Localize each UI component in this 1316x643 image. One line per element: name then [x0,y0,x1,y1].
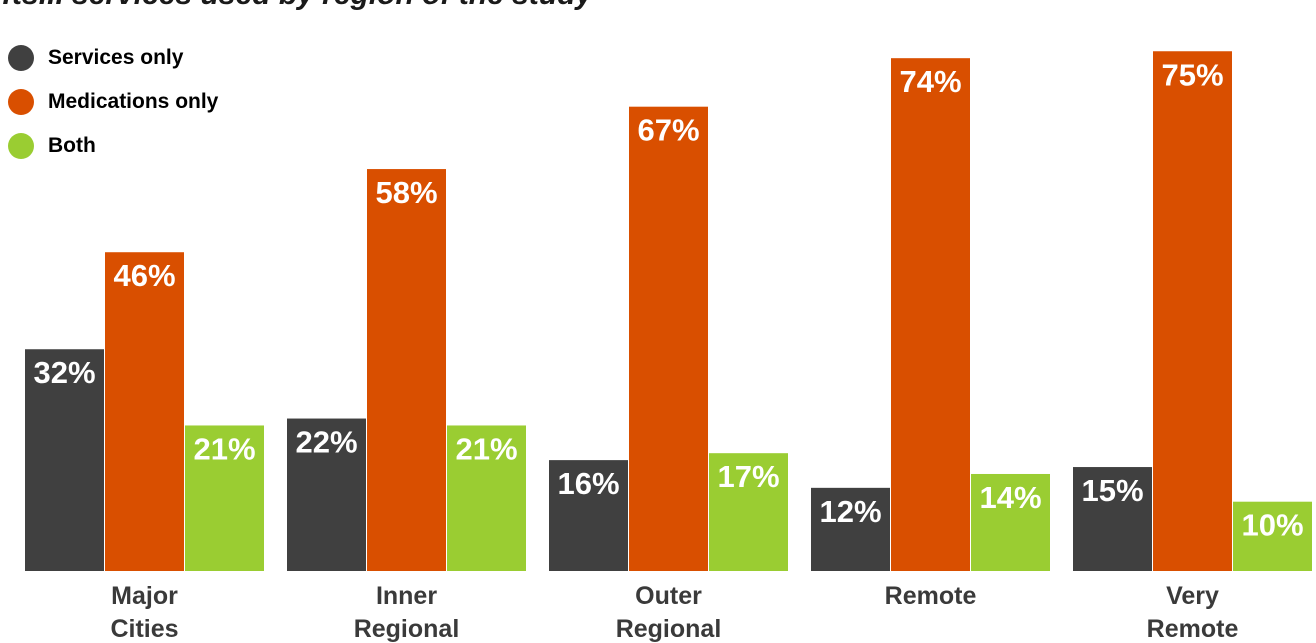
data-label-remote-medications-only: 74% [899,64,961,99]
data-label-inner-regional-both: 21% [455,431,517,466]
legend: Services only Medications only Both [8,36,218,168]
legend-swatch-services-only [8,45,34,71]
data-label-very-remote-services-only: 15% [1081,473,1143,508]
bar-outer-regional-medications-only [629,106,708,571]
bar-outer-regional-services-only [549,460,628,571]
bar-inner-regional-medications-only [367,169,446,571]
data-label-remote-services-only: 12% [819,494,881,529]
data-label-outer-regional-medications-only: 67% [637,113,699,148]
legend-label-both: Both [48,134,96,157]
category-label-remote: Remote [885,582,977,610]
bar-major-cities-services-only [25,349,104,571]
legend-item-medications-only: Medications only [8,80,218,124]
data-label-major-cities-medications-only: 46% [113,258,175,293]
data-label-outer-regional-services-only: 16% [557,466,619,501]
bar-major-cities-both [185,425,264,571]
bar-inner-regional-both [447,425,526,571]
bar-very-remote-medications-only [1153,51,1232,571]
bar-inner-regional-services-only [287,418,366,571]
chart-title-clip: …ts... services used by region of the st… [0,0,700,14]
data-label-major-cities-both: 21% [193,431,255,466]
legend-item-both: Both [8,124,218,168]
bar-outer-regional-both [709,453,788,571]
legend-label-medications-only: Medications only [48,90,219,113]
data-label-major-cities-services-only: 32% [33,355,95,390]
category-label-very-remote: Very Remote [1147,582,1239,643]
legend-label-services-only: Services only [48,46,184,69]
legend-swatch-medications-only [8,89,34,115]
category-label-inner-regional: Inner Regional [354,582,460,643]
bar-major-cities-medications-only [105,252,184,571]
bar-remote-services-only [811,487,890,571]
legend-swatch-both [8,133,34,159]
data-label-remote-both: 14% [979,480,1041,515]
category-label-major-cities: Major Cities [110,582,178,643]
bar-remote-both [971,473,1050,571]
data-label-inner-regional-medications-only: 58% [375,175,437,210]
data-label-very-remote-medications-only: 75% [1161,57,1223,92]
category-label-outer-regional: Outer Regional [616,582,722,643]
bar-very-remote-both [1233,501,1312,571]
chart-title: …ts... services used by region of the st… [0,0,592,12]
data-label-outer-regional-both: 17% [717,459,779,494]
data-label-very-remote-both: 10% [1241,508,1303,543]
bar-remote-medications-only [891,58,970,572]
data-label-inner-regional-services-only: 22% [295,425,357,460]
legend-item-services-only: Services only [8,36,218,80]
bar-very-remote-services-only [1073,467,1152,571]
